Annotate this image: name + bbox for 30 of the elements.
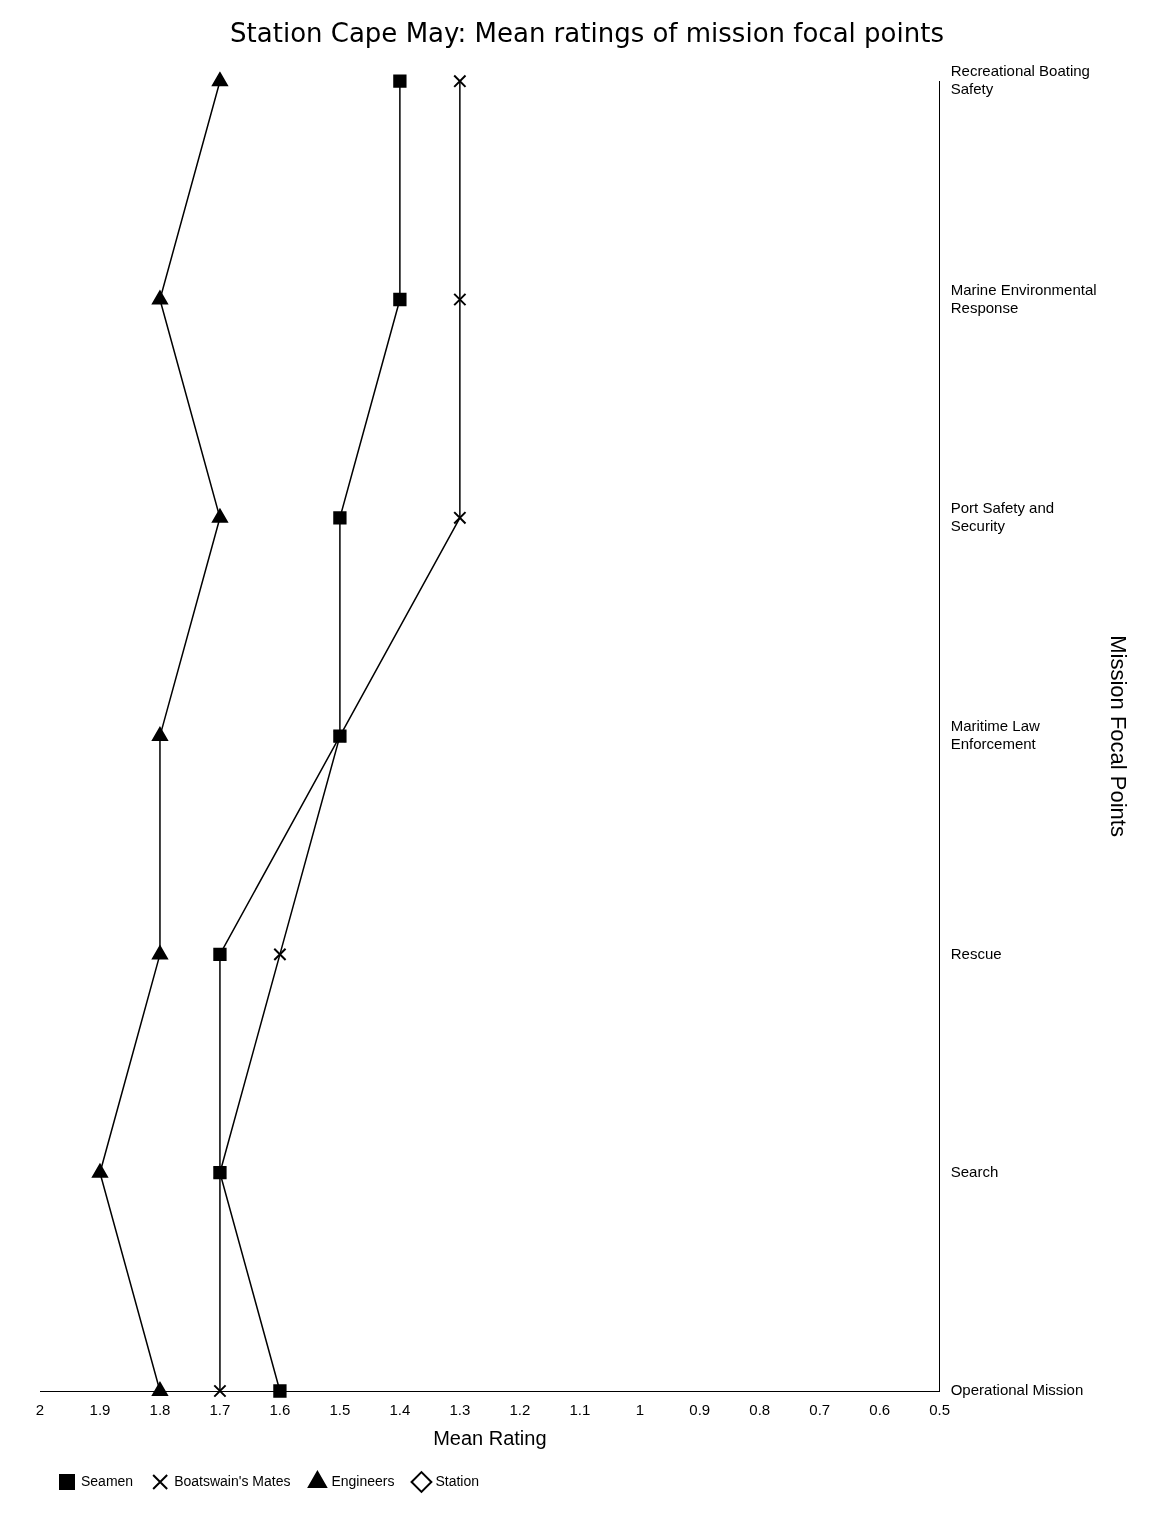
x-tick-label: 1.2 <box>509 1401 531 1419</box>
x-tick-label: 1.7 <box>209 1401 231 1419</box>
x-tick-label: 0.6 <box>869 1401 891 1419</box>
legend-label: Station <box>435 1472 480 1489</box>
x-tick-label: 1.6 <box>269 1401 291 1419</box>
x-tick-label: 0.7 <box>809 1401 831 1419</box>
x-tick-label: 2 <box>35 1401 45 1419</box>
x-tick-label: 1.8 <box>149 1401 171 1419</box>
y-tick-label: Rescue <box>950 944 1002 962</box>
x-tick-label: 0.5 <box>929 1401 951 1419</box>
x-tick-label: 1.1 <box>569 1401 591 1419</box>
y-axis-title: Mission Focal Points <box>1105 635 1131 837</box>
y-tick-label: Port Safety and Security <box>950 498 1055 534</box>
x-tick-label: 0.8 <box>749 1401 771 1419</box>
y-tick-label: Operational Mission <box>950 1381 1084 1399</box>
legend-label: Seamen <box>81 1472 134 1489</box>
x-tick-label: 1.3 <box>449 1401 471 1419</box>
legend-label: Boatswain's Mates <box>174 1472 291 1489</box>
y-tick-label: Search <box>950 1162 999 1180</box>
y-tick-label: Marine Environmental Response <box>950 280 1097 316</box>
x-tick-label: 1.5 <box>329 1401 351 1419</box>
y-tick-label: Maritime Law Enforcement <box>950 717 1041 753</box>
x-tick-label: 0.9 <box>689 1401 711 1419</box>
x-tick-label: 1.9 <box>89 1401 111 1419</box>
x-tick-label: 1.4 <box>389 1401 411 1419</box>
chart-title: Station Cape May: Mean ratings of mission focal points <box>230 18 944 49</box>
x-axis-title: Mean Rating <box>433 1426 547 1449</box>
legend-label: Engineers <box>331 1472 395 1489</box>
x-tick-label: 1 <box>635 1401 644 1419</box>
y-tick-label: Recreational Boating Safety <box>950 62 1090 98</box>
